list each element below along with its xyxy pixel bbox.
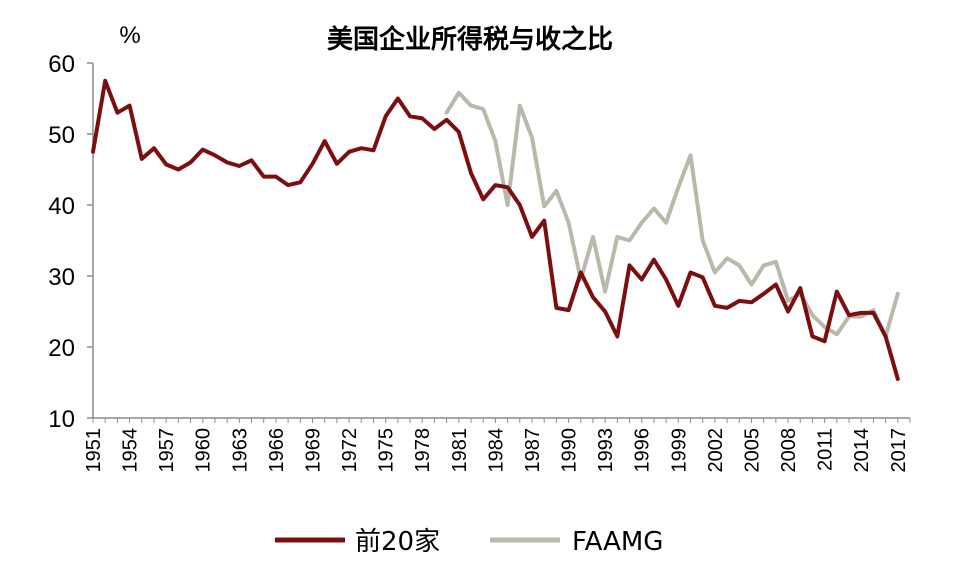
x-tick-label: 1969: [302, 428, 324, 473]
series-layer: [91, 78, 900, 381]
x-tick-label: 1957: [156, 428, 178, 473]
x-tick-label: 1972: [339, 428, 361, 473]
series-line-1: [91, 78, 900, 381]
x-tick-label: 1960: [193, 428, 215, 473]
x-tick-label: 1966: [266, 428, 288, 473]
x-tick-label: 1987: [522, 428, 544, 473]
y-axis: 10 20 30 40 50 60: [48, 51, 94, 433]
x-tick-label: 2011: [815, 428, 837, 471]
x-tick-label: 1996: [632, 428, 654, 473]
chart-title: 美国企业所得税与收之比: [327, 24, 613, 55]
x-tick-label: 2005: [741, 428, 763, 473]
legend: 前20家 FAAMG: [275, 527, 663, 557]
legend-label-series-2: FAAMG: [572, 527, 663, 557]
y-axis-unit: %: [119, 22, 140, 49]
x-tick-label: 1984: [485, 428, 507, 473]
x-tick-label: 1978: [412, 428, 434, 473]
x-tick-label: 1981: [449, 428, 471, 473]
series-line-2: [444, 90, 900, 339]
x-tick-label: 2017: [888, 428, 910, 473]
y-tick-label: 60: [48, 51, 75, 78]
y-tick-label: 50: [48, 122, 75, 149]
x-tick-label: 1951: [83, 428, 105, 473]
x-tick-label: 1975: [376, 428, 398, 473]
x-tick-label: 1990: [559, 428, 581, 473]
x-tick-label: 2014: [851, 428, 873, 473]
y-tick-label: 40: [48, 193, 75, 220]
x-tick-label: 1954: [120, 428, 142, 473]
y-tick-label: 30: [48, 264, 75, 291]
x-axis: 1951 1954 1957 1960 1963 1966 1969 1972 1975 1978…: [83, 417, 911, 473]
x-tick-label: 1963: [229, 428, 251, 473]
x-tick-label: 1993: [595, 428, 617, 473]
x-tick-label: 1999: [668, 428, 690, 473]
x-tick-label: 2008: [778, 428, 800, 473]
legend-label-series-1: 前20家: [355, 527, 440, 557]
y-tick-label: 10: [48, 406, 75, 433]
y-tick-label: 20: [48, 335, 75, 362]
x-tick-label: 2002: [705, 428, 727, 473]
